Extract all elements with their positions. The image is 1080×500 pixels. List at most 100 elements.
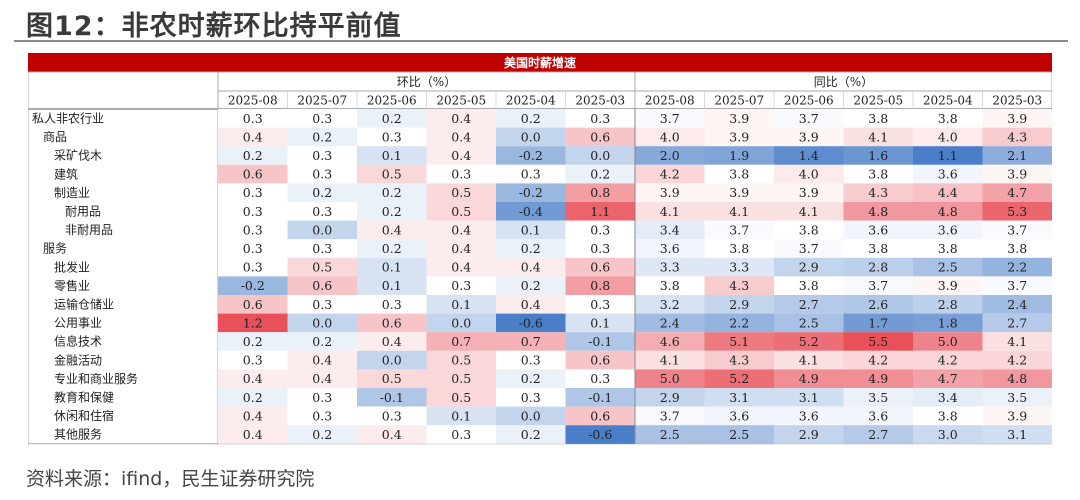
source-note: 资料来源：ifind，民生证券研究院 (26, 468, 315, 490)
cell-value: 0.0 (590, 148, 610, 163)
heatmap-cell-mom (357, 406, 427, 426)
heatmap-cell-mom (565, 425, 635, 444)
heatmap-cell-mom (357, 220, 427, 240)
cell-value: 0.8 (590, 185, 610, 200)
cell-value: 4.2 (868, 353, 888, 368)
cell-value: 0.0 (312, 222, 332, 237)
cell-value: 4.3 (868, 185, 888, 200)
heatmap-cell-mom (287, 388, 357, 407)
heatmap-cell-mom (565, 220, 635, 240)
cell-value: 0.4 (243, 427, 263, 442)
heatmap-cell-yoy (843, 369, 913, 388)
cell-value: 5.2 (799, 334, 819, 349)
cell-value: 0.6 (243, 297, 263, 312)
cell-value: 2.5 (938, 260, 958, 275)
cell-value: 4.2 (1007, 353, 1027, 368)
heatmap-cell-mom (357, 313, 427, 333)
cell-value: 0.3 (243, 222, 263, 237)
heatmap-cell-mom (357, 109, 427, 128)
heatmap-cell-yoy (774, 350, 844, 370)
heatmap-cell-mom (565, 164, 635, 184)
cell-value: 3.8 (938, 111, 958, 126)
cell-value: 0.2 (312, 185, 332, 200)
heatmap-cell-mom (357, 127, 427, 147)
cell-value: 3.8 (868, 111, 888, 126)
heatmap-cell-mom (287, 109, 357, 128)
heatmap-cell-yoy (843, 388, 913, 407)
cell-value: 2.7 (868, 427, 888, 442)
heatmap-cell-yoy (843, 164, 913, 184)
heatmap-cell-mom (218, 202, 288, 221)
cell-value: 3.7 (660, 111, 680, 126)
cell-value: 0.5 (451, 390, 471, 405)
cell-value: 4.6 (660, 334, 680, 349)
cell-value: 3.5 (868, 390, 888, 405)
cell-value: 0.3 (451, 278, 471, 293)
cell-value: 3.9 (1007, 167, 1027, 182)
figure-title: 图12：非农时薪环比持平前值 (26, 11, 402, 42)
cell-value: 2.2 (1007, 260, 1027, 275)
heatmap-cell-yoy (913, 183, 983, 202)
cell-value: 0.0 (312, 315, 332, 330)
heatmap-cell-yoy (982, 239, 1052, 258)
heatmap-cell-mom (496, 313, 566, 333)
heatmap-cell-yoy (774, 183, 844, 202)
cell-value: 0.3 (312, 111, 332, 126)
heatmap-cell-yoy (913, 164, 983, 184)
cell-value: 4.3 (1007, 129, 1027, 144)
cell-value: 4.2 (938, 353, 958, 368)
cell-value: 0.7 (451, 334, 471, 349)
cell-value: 2.0 (660, 148, 680, 163)
heatmap-cell-yoy (635, 276, 705, 295)
cell-value: 0.3 (312, 148, 332, 163)
row-label: 公用事业 (54, 316, 102, 330)
column-header-yoy-2025-08: 2025-08 (645, 94, 695, 108)
cell-value: 0.6 (590, 408, 610, 423)
heatmap-cell-yoy (704, 220, 774, 240)
cell-value: 5.5 (868, 334, 888, 349)
heatmap-cell-yoy (843, 425, 913, 444)
heatmap-cell-mom (426, 257, 496, 277)
heatmap-cell-yoy (843, 295, 913, 314)
cell-value: 3.6 (729, 408, 749, 423)
heatmap-cell-mom (426, 350, 496, 370)
cell-value: 3.2 (660, 297, 680, 312)
heatmap-cell-mom (218, 183, 288, 202)
cell-value: 0.1 (451, 297, 471, 312)
cell-value: 0.3 (590, 222, 610, 237)
heatmap-cell-mom (565, 332, 635, 351)
cell-value: 4.7 (938, 371, 958, 386)
heatmap-cell-mom (496, 202, 566, 221)
heatmap-cell-yoy (635, 109, 705, 128)
heatmap-cell-mom (218, 146, 288, 165)
heatmap-cell-yoy (774, 332, 844, 351)
cell-value: 3.7 (660, 408, 680, 423)
heatmap-cell-yoy (635, 369, 705, 388)
heatmap-cell-yoy (913, 406, 983, 426)
cell-value: 4.4 (938, 185, 958, 200)
heatmap-cell-yoy (982, 425, 1052, 444)
cell-value: 0.2 (521, 278, 541, 293)
row-label: 采矿伐木 (54, 149, 102, 163)
heatmap-cell-yoy (982, 109, 1052, 128)
cell-value: 3.9 (799, 129, 819, 144)
cell-value: 0.2 (312, 334, 332, 349)
heatmap-cell-yoy (774, 313, 844, 333)
heatmap-cell-mom (565, 295, 635, 314)
heatmap-cell-mom (287, 164, 357, 184)
cell-value: 5.0 (938, 334, 958, 349)
heatmap-cell-mom (496, 388, 566, 407)
heatmap-cell-yoy (982, 295, 1052, 314)
heatmap-cell-mom (218, 164, 288, 184)
cell-value: 0.3 (590, 371, 610, 386)
cell-value: 3.9 (1007, 408, 1027, 423)
cell-value: 0.2 (521, 371, 541, 386)
heatmap-cell-yoy (704, 313, 774, 333)
heatmap-cell-mom (496, 406, 566, 426)
cell-value: 3.4 (660, 222, 680, 237)
heatmap-cell-mom (426, 276, 496, 295)
heatmap-cell-yoy (982, 183, 1052, 202)
row-label: 建筑 (54, 166, 78, 181)
heatmap-cell-yoy (635, 239, 705, 258)
heatmap-cell-mom (565, 313, 635, 333)
